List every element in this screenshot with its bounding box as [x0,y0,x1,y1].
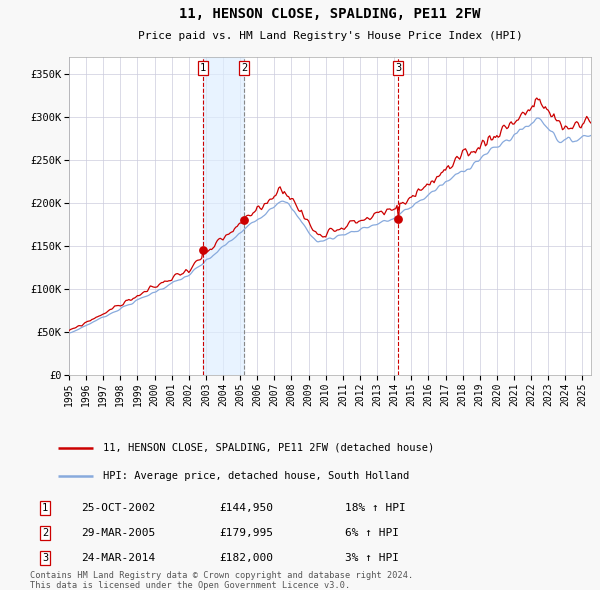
Text: Price paid vs. HM Land Registry's House Price Index (HPI): Price paid vs. HM Land Registry's House … [137,31,523,41]
Text: HPI: Average price, detached house, South Holland: HPI: Average price, detached house, Sout… [103,471,410,481]
Text: 1: 1 [42,503,48,513]
Point [198,245,208,255]
Text: £182,000: £182,000 [219,553,273,563]
Text: 3% ↑ HPI: 3% ↑ HPI [345,553,399,563]
Text: 2: 2 [42,528,48,538]
Bar [203,57,244,375]
Text: 11, HENSON CLOSE, SPALDING, PE11 2FW: 11, HENSON CLOSE, SPALDING, PE11 2FW [179,7,481,21]
Text: 3: 3 [395,63,401,73]
Point [394,214,403,223]
Text: 3: 3 [42,553,48,563]
Text: 25-OCT-2002: 25-OCT-2002 [81,503,155,513]
Text: 24-MAR-2014: 24-MAR-2014 [81,553,155,563]
Text: £144,950: £144,950 [219,503,273,513]
Text: £179,995: £179,995 [219,528,273,538]
Text: 2: 2 [241,63,247,73]
Text: Contains HM Land Registry data © Crown copyright and database right 2024.
This d: Contains HM Land Registry data © Crown c… [30,571,413,590]
Point [239,215,249,225]
Text: 1: 1 [200,63,206,73]
Text: 18% ↑ HPI: 18% ↑ HPI [345,503,406,513]
Text: 29-MAR-2005: 29-MAR-2005 [81,528,155,538]
Text: 11, HENSON CLOSE, SPALDING, PE11 2FW (detached house): 11, HENSON CLOSE, SPALDING, PE11 2FW (de… [103,442,434,453]
Text: 6% ↑ HPI: 6% ↑ HPI [345,528,399,538]
